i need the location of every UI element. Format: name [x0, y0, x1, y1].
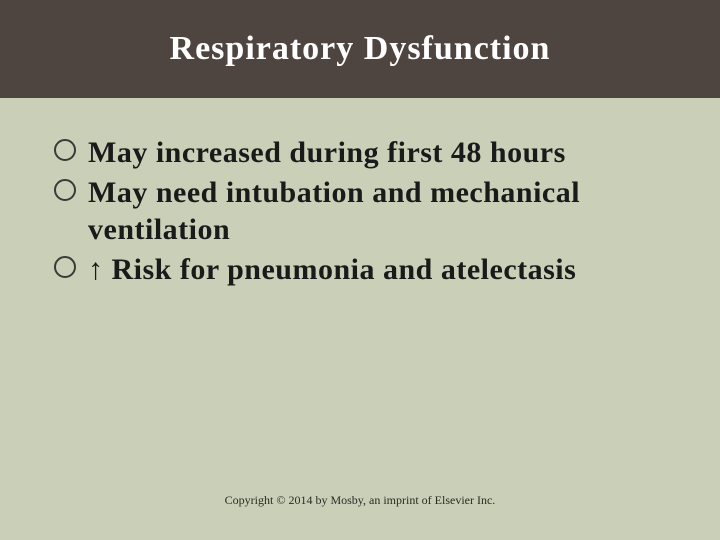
bullet-item: ↑ Risk for pneumonia and atelectasis — [54, 251, 666, 289]
bullet-item: May need intubation and mechanical venti… — [54, 174, 666, 249]
slide-body: May increased during first 48 hours May … — [0, 98, 720, 540]
bullet-list: May increased during first 48 hours May … — [54, 134, 666, 288]
circle-bullet-icon — [54, 256, 76, 278]
bullet-item: May increased during first 48 hours — [54, 134, 666, 172]
bullet-text: May need intubation and mechanical venti… — [88, 176, 580, 247]
circle-bullet-icon — [54, 139, 76, 161]
bullet-text: ↑ Risk for pneumonia and atelectasis — [88, 253, 576, 286]
slide-title: Respiratory Dysfunction — [170, 30, 551, 68]
copyright-footer: Copyright © 2014 by Mosby, an imprint of… — [0, 493, 720, 508]
bullet-text: May increased during first 48 hours — [88, 136, 566, 169]
slide: Respiratory Dysfunction May increased du… — [0, 0, 720, 540]
title-bar: Respiratory Dysfunction — [0, 0, 720, 98]
circle-bullet-icon — [54, 179, 76, 201]
